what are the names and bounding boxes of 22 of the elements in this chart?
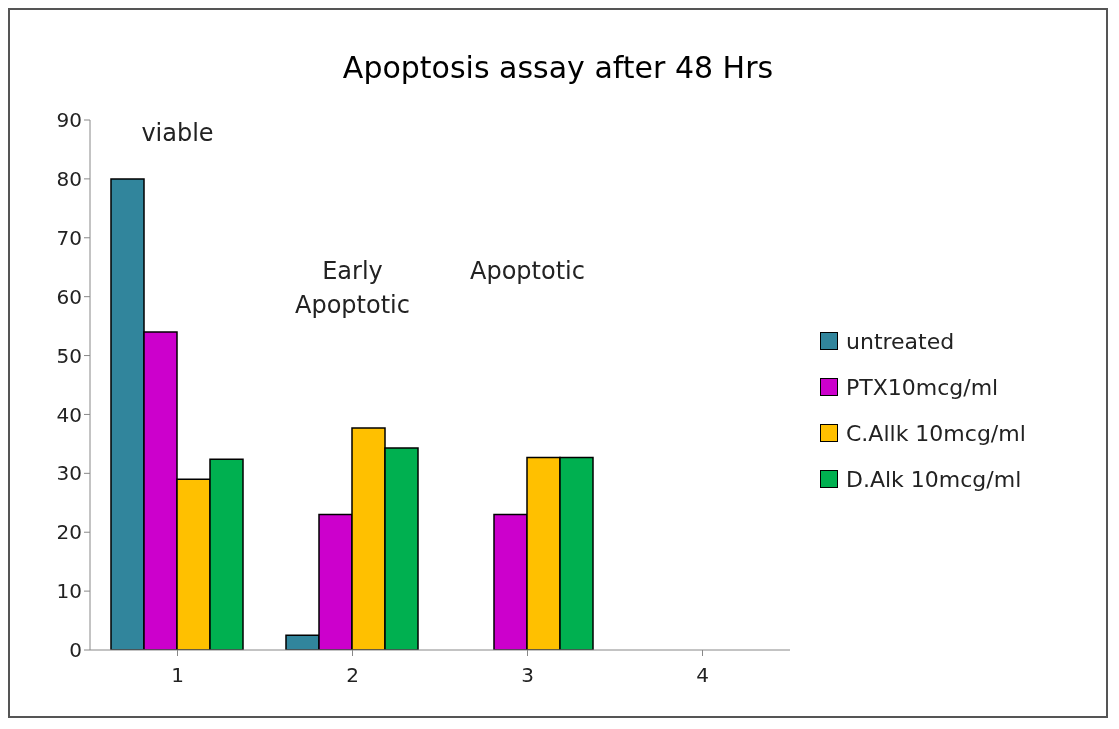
annotation: viable bbox=[141, 119, 214, 148]
y-tick-label: 30 bbox=[56, 461, 82, 486]
y-tick-label: 80 bbox=[56, 166, 82, 191]
y-tick-label: 20 bbox=[56, 520, 82, 545]
annotation: Apoptotic bbox=[470, 257, 585, 285]
y-tick-label: 50 bbox=[56, 343, 82, 368]
y-tick-label: 90 bbox=[56, 108, 82, 133]
y-tick-label: 0 bbox=[69, 638, 82, 663]
legend-label: D.Alk 10mcg/ml bbox=[845, 465, 1023, 494]
y-tick-label: 70 bbox=[56, 225, 82, 250]
legend-label: C.Allk 10mcg/ml bbox=[845, 419, 1027, 448]
y-tick-label: 40 bbox=[56, 402, 82, 427]
legend-label: PTX10mcg/ml bbox=[845, 373, 1000, 402]
y-tick-label: 10 bbox=[56, 579, 82, 604]
chart-title: Apoptosis assay after 48 Hrs bbox=[341, 49, 775, 87]
y-tick-label: 60 bbox=[56, 284, 82, 309]
x-tick-label: 1 bbox=[171, 663, 184, 688]
annotation: Early Apoptotic bbox=[295, 257, 410, 319]
x-tick-label: 4 bbox=[696, 663, 709, 688]
x-tick-label: 2 bbox=[346, 663, 359, 688]
x-tick-label: 3 bbox=[521, 663, 534, 688]
legend-label: untreated bbox=[845, 327, 956, 356]
